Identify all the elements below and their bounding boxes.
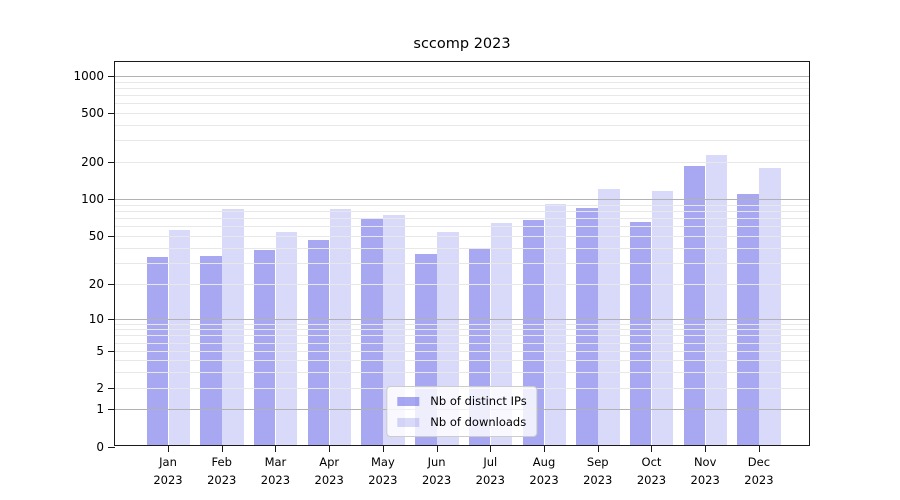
bar-downloads-aug [544,203,567,445]
x-tick-label: Nov 2023 [690,455,720,487]
x-tick-mark [651,445,653,452]
chart-title: sccomp 2023 [413,36,511,52]
y-tick-label: 500 [81,106,104,120]
y-tick-mark [108,199,115,200]
bar-distinct-ips-nov [683,165,706,445]
x-tick-mark [705,445,707,452]
legend-item-distinct-ips: Nb of distinct IPs [397,394,527,408]
y-tick-label: 100 [81,192,104,206]
x-tick-mark [329,445,331,452]
x-tick-label: Oct 2023 [636,455,667,487]
y-tick-mark [108,447,115,448]
x-tick-label: Aug 2023 [529,455,559,487]
bar-downloads-jan [168,229,190,445]
bar-distinct-ips-feb [200,255,222,445]
y-tick-label: 10 [88,312,104,326]
y-tick-mark [108,113,115,114]
x-tick-label: May 2023 [368,455,398,487]
legend-swatch-distinct-ips [397,396,420,406]
minor-gridline [115,95,809,97]
y-tick-mark [108,409,115,410]
bar-downloads-dec [759,168,781,445]
y-tick-mark [108,351,115,352]
minor-gridline [115,81,809,83]
x-tick-mark [275,445,277,452]
bar-downloads-sep [598,189,620,445]
minor-gridline [115,124,809,126]
bar-downloads-nov [705,154,728,445]
bar-distinct-ips-dec [737,194,759,445]
y-tick-mark [108,236,115,237]
x-tick-label: Sep 2023 [583,455,613,487]
x-tick-mark [168,445,169,452]
legend-swatch-downloads [397,417,420,427]
bar-distinct-ips-oct [629,221,652,445]
bar-distinct-ips-mar [253,249,276,445]
x-tick-mark [221,445,223,452]
y-tick-mark [108,284,115,285]
legend-label-downloads: Nb of downloads [430,415,527,429]
y-tick-label: 1000 [73,69,104,83]
x-tick-label: Jun 2023 [421,455,452,487]
y-tick-label: 50 [88,229,104,243]
y-tick-mark [108,388,115,389]
legend-label-distinct-ips: Nb of distinct IPs [430,394,527,408]
minor-gridline [115,103,809,105]
minor-gridline [115,140,809,142]
y-tick-label: 1 [96,402,104,416]
bar-distinct-ips-jan [146,257,168,445]
plot-area: Nb of distinct IPs Nb of downloads Jan 20… [73,61,810,487]
x-tick-mark [544,445,546,452]
y-tick-mark [108,319,115,320]
bar-downloads-mar [275,231,298,445]
x-tick-mark [597,445,599,452]
legend: Nb of distinct IPs Nb of downloads [386,386,538,437]
x-tick-label: Feb 2023 [207,455,237,487]
y-tick-mark [108,76,115,77]
major-gridline [115,76,809,77]
x-tick-label: Apr 2023 [314,455,344,487]
y-tick-mark [108,162,115,163]
bar-distinct-ips-sep [576,208,598,445]
y-tick-label: 5 [96,344,104,358]
bar-downloads-apr [329,208,352,445]
bar-downloads-oct [651,190,674,445]
y-tick-label: 200 [81,155,104,169]
bar-distinct-ips-may [361,217,383,445]
minor-gridline [115,113,809,114]
x-tick-mark [758,445,760,452]
x-tick-label: Dec 2023 [744,455,774,487]
minor-gridline [115,87,809,89]
x-tick-mark [436,445,438,452]
legend-item-downloads: Nb of downloads [397,415,526,429]
x-tick-mark [382,445,384,452]
x-tick-label: Mar 2023 [260,455,291,487]
bar-distinct-ips-apr [307,239,330,445]
y-tick-label: 20 [88,277,104,291]
x-tick-label: Jul 2023 [475,455,505,487]
bar-downloads-feb [222,208,244,445]
x-tick-label: Jan 2023 [153,455,183,487]
x-tick-mark [490,445,492,452]
y-tick-label: 2 [96,381,104,395]
y-tick-label: 0 [96,440,104,454]
